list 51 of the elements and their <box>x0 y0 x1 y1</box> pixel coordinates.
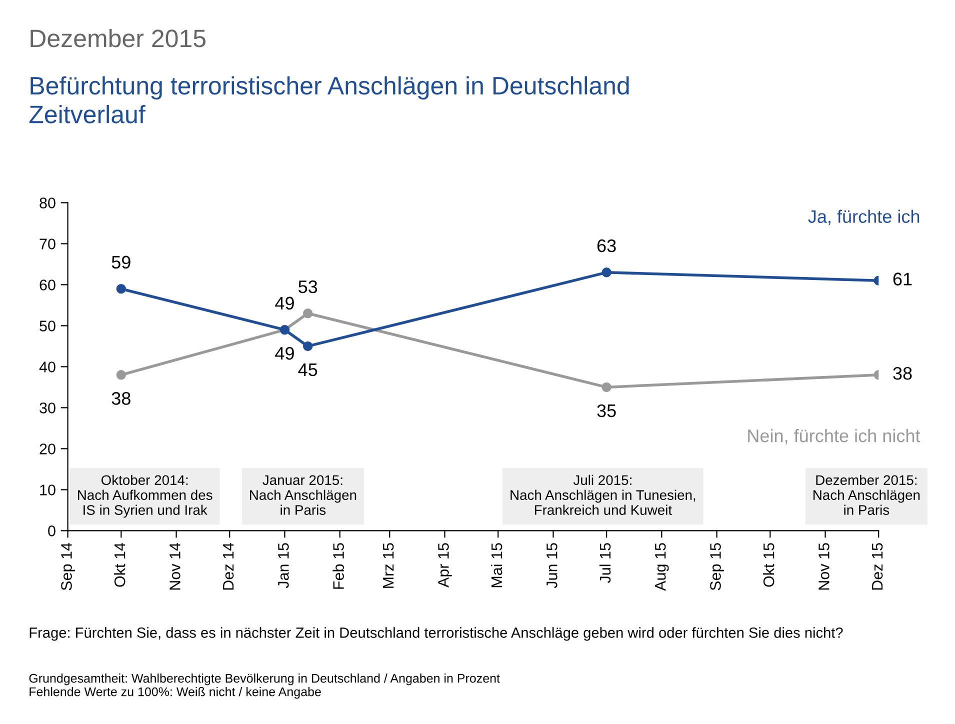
y-tick-label: 60 <box>40 280 56 290</box>
chart-subtitle: Befürchtung terroristischer Anschlägen in Deutschland Zeitverlauf <box>29 76 629 124</box>
x-tick-label: Mai 15 <box>490 543 502 588</box>
text: Frage: Fürchten Sie, dass es in nächster Zeit in Deutschland terroristische Anschläge geben wird oder fürchten Sie dies nicht? <box>30 627 843 641</box>
data-label: 59 <box>112 256 130 269</box>
x-tick-label: Sep 14 <box>61 542 75 590</box>
x-tick-label: Jul 15 <box>599 543 611 584</box>
data-label: 38 <box>893 366 912 380</box>
annotation: Januar 2015: Nach Anschlägen in Paris <box>250 475 356 515</box>
y-tick-label: 70 <box>40 238 56 250</box>
y-tick-label: 80 <box>40 198 56 208</box>
x-tick-label: Dez 14 <box>223 542 234 590</box>
x-tick-label: Nov 14 <box>170 542 180 590</box>
x-tick-label: Aug 15 <box>655 543 669 591</box>
annotation: Dezember 2015: Nach Anschlägen in Paris <box>814 474 920 515</box>
data-label: 49 <box>275 296 294 310</box>
annotation: Oktober 2014: Nach Aufkommen des IS in Syrien und Irak <box>78 474 212 518</box>
point <box>302 341 313 352</box>
x-tick-label: Feb 15 <box>332 543 344 589</box>
data-label: 53 <box>298 280 318 294</box>
data-label: 61 <box>893 272 912 286</box>
data-label: 63 <box>597 239 616 252</box>
y-tick-label: 10 <box>40 484 56 496</box>
x-tick-label: Mrz 15 <box>383 543 394 588</box>
data-label: 49 <box>275 346 294 360</box>
y-tick-label: 0 <box>48 526 56 536</box>
x-tick-label: Jan 15 <box>278 543 289 588</box>
data-label: 35 <box>597 404 616 418</box>
annotation: Juli 2015: Nach Anschlägen in Tunesien, Frankreich und Kuweit <box>510 474 696 515</box>
point <box>116 284 126 294</box>
x-tick-label: Okt 14 <box>114 542 126 587</box>
text: Ja, fürchte ich <box>808 210 920 226</box>
point <box>116 370 126 380</box>
x-tick-label: Apr 15 <box>438 543 452 588</box>
x-tick-label: Okt 15 <box>763 543 774 587</box>
point <box>602 268 612 278</box>
point <box>302 308 313 318</box>
y-tick-label: 20 <box>40 444 56 454</box>
y-tick-label: 40 <box>39 362 56 372</box>
text: Nein, fürchte ich nicht <box>748 428 920 444</box>
chart-title: Dezember 2015 <box>30 28 206 48</box>
x-tick-label: Dez 15 <box>872 543 883 590</box>
x-tick-label: Jun 15 <box>546 543 558 588</box>
text: Grundgesamtheit: Wahlberechtigte Bevölkerung in Deutschland / Angaben in Prozent Fehlende Werte zu 100%: Weiß nicht / keine Angabe <box>29 674 500 699</box>
y-tick-label: 50 <box>40 320 56 332</box>
data-label: 45 <box>298 364 318 376</box>
x-tick-label: Sep 15 <box>710 543 724 590</box>
data-label: 38 <box>112 392 130 405</box>
point <box>602 382 612 392</box>
y-tick-label: 30 <box>40 402 56 414</box>
x-tick-label: Nov 15 <box>818 543 830 590</box>
